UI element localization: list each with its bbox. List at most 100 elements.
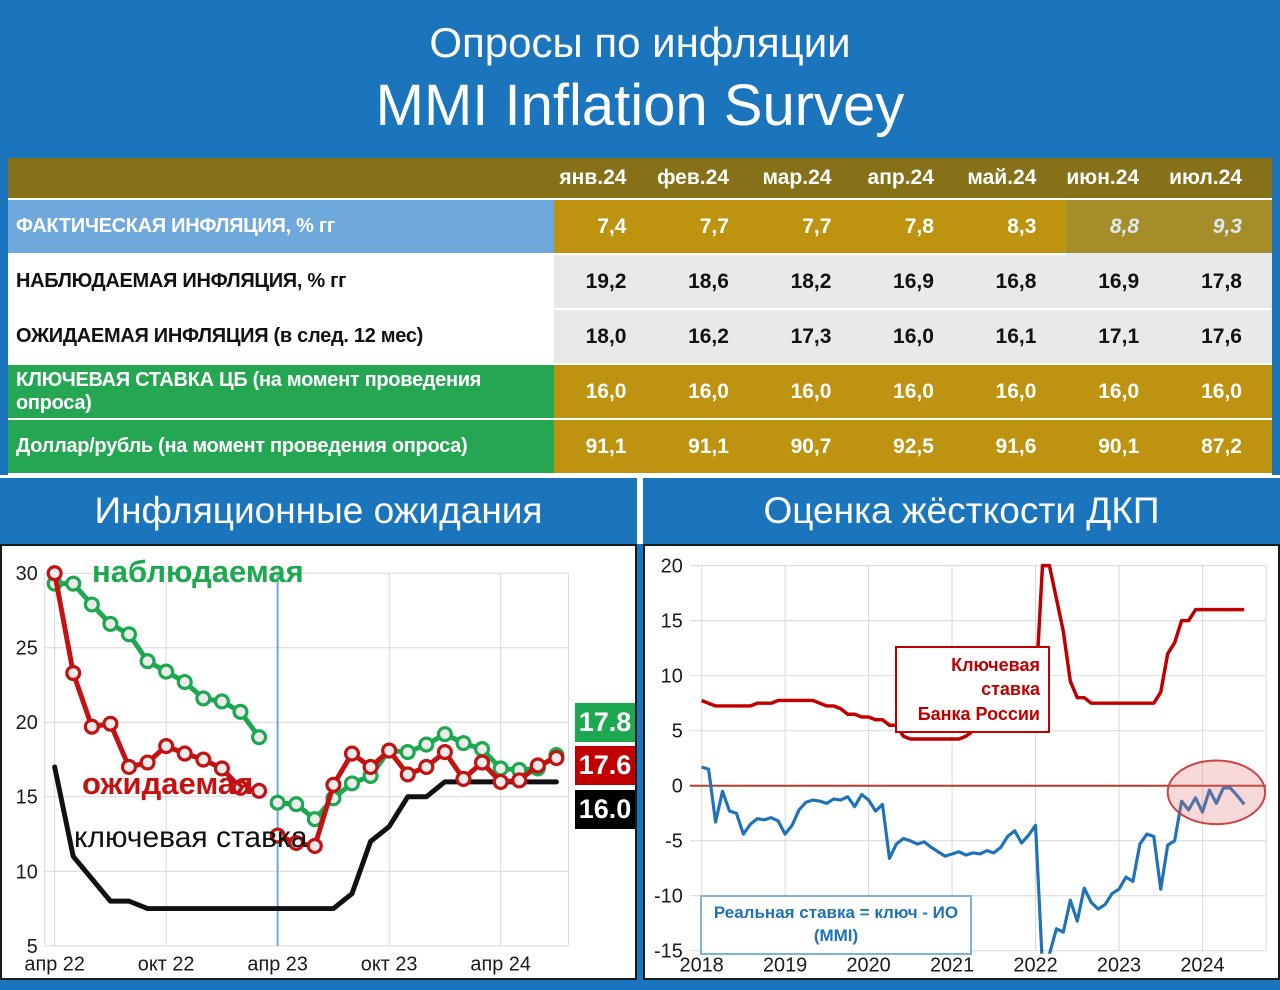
right-panel-title: Оценка жёсткости ДКП (643, 478, 1280, 544)
data-point-expected (529, 757, 546, 774)
svg-text:апр 22: апр 22 (24, 954, 84, 976)
value-cell: 17,8 (1169, 255, 1272, 310)
series-real_rate (701, 765, 1246, 954)
month-header-cell: апр.24 (861, 158, 964, 200)
svg-text:15: 15 (16, 787, 38, 809)
inflation-survey-table: янв.24 фев.24 мар.24 апр.24 май.24 июн.24 июл.… (8, 158, 1272, 475)
data-point-expected (306, 837, 323, 855)
svg-text:-5: -5 (665, 831, 683, 853)
data-point-expected (325, 776, 342, 793)
month-header-cell: май.24 (963, 158, 1067, 200)
data-point-expected (120, 758, 138, 776)
svg-text:2019: 2019 (763, 955, 807, 977)
svg-text:2022: 2022 (1013, 955, 1057, 977)
data-point-expected (381, 742, 398, 759)
data-point-expected (232, 779, 249, 796)
charts: 5 10 15 20 25 30 апр 22 окт 22 апр 23 окт 23 апр 2… (0, 544, 1280, 980)
data-point-observed (251, 729, 268, 746)
panel-titles: Инфляционные ожидания Оценка жёсткости Д… (0, 478, 1280, 544)
value-cell: 16,0 (861, 310, 964, 365)
data-point-expected (474, 754, 491, 771)
series-expected (275, 748, 559, 849)
svg-text:10: 10 (16, 861, 38, 883)
value-cell: 7,7 (656, 200, 759, 255)
svg-text:2020: 2020 (846, 955, 890, 977)
value-cell: 17,1 (1066, 310, 1170, 365)
header: Опросы по инфляции MMI Inflation Survey (0, 0, 1280, 158)
data-point-expected (269, 827, 286, 844)
svg-text:25: 25 (16, 638, 38, 660)
data-point-observed (83, 596, 100, 613)
data-point-expected (511, 772, 528, 789)
cbr_key_rate_label: Ключевая ставка Банка России (895, 646, 1050, 733)
inflation-expectations-chart: 5 10 15 20 25 30 апр 22 окт 22 апр 23 окт 23 апр 2… (0, 544, 637, 980)
data-point-expected (158, 738, 175, 755)
svg-text:20: 20 (661, 556, 683, 578)
data-point-observed (288, 796, 305, 813)
left-panel-title: Инфляционные ожидания (0, 478, 637, 544)
data-point-observed (120, 626, 138, 643)
data-point-observed (492, 760, 509, 777)
data-point-observed (455, 735, 472, 752)
bottom-border (0, 980, 1280, 990)
data-point-expected (46, 565, 63, 582)
data-point-expected (436, 744, 453, 761)
svg-text:окт 22: окт 22 (138, 954, 195, 976)
value-cell: 16,0 (656, 365, 759, 420)
value-cell: 16,0 (758, 365, 862, 420)
value-cell: 18,0 (554, 310, 657, 365)
svg-text:5: 5 (27, 936, 38, 958)
value-cell: 16,0 (554, 365, 657, 420)
value-cell: 16,9 (861, 255, 964, 310)
value-cell: 91,1 (656, 420, 759, 475)
page-title-en: MMI Inflation Survey (375, 73, 905, 139)
latest-value-key_rate: 16.0 (575, 790, 635, 829)
svg-text:10: 10 (661, 666, 683, 688)
value-cell: 16,0 (1169, 365, 1272, 420)
series-label-expected: ожидаемая (82, 766, 254, 801)
page-title-ru: Опросы по инфляции (429, 19, 851, 66)
row-label-cell: ФАКТИЧЕСКАЯ ИНФЛЯЦИЯ, % гг (8, 200, 554, 255)
inflation-expectations-svg: 5 10 15 20 25 30 апр 22 окт 22 апр 23 окт 23 апр 2… (16, 563, 569, 976)
data-point-expected (213, 760, 230, 777)
svg-text:2021: 2021 (930, 955, 974, 977)
svg-text:-15: -15 (654, 941, 683, 963)
data-point-expected (548, 749, 565, 767)
value-cell: 9,3 (1169, 200, 1272, 255)
value-cell: 16,8 (963, 255, 1067, 310)
series-label-observed: наблюдаемая (92, 554, 304, 589)
svg-text:2023: 2023 (1097, 955, 1141, 977)
data-point-observed (474, 741, 491, 758)
svg-text:2024: 2024 (1180, 955, 1224, 977)
data-point-observed (158, 663, 175, 680)
value-cell: 17,3 (758, 310, 862, 365)
data-point-observed (232, 703, 249, 720)
value-cell: 19,2 (554, 255, 657, 310)
data-point-observed (139, 653, 156, 670)
latest-value-observed: 17.8 (575, 703, 635, 742)
row-label-cell: Доллар/рубль (на момент проведения опрос… (8, 420, 554, 475)
value-cell: 16,2 (656, 310, 759, 365)
value-cell: 91,1 (554, 420, 657, 475)
data-point-observed (102, 615, 119, 632)
row-label-cell: ОЖИДАЕМАЯ ИНФЛЯЦИЯ (в след. 12 мес) (8, 310, 554, 365)
data-point-expected (139, 754, 156, 771)
value-cell: 18,6 (656, 255, 759, 310)
series-label-key_rate: ключевая ставка (74, 821, 308, 854)
value-cell: 7,8 (861, 200, 964, 255)
table-corner-cell (8, 158, 554, 200)
value-cell: 16,1 (963, 310, 1067, 365)
svg-text:окт 23: окт 23 (361, 954, 418, 976)
highlight-ellipse (1166, 759, 1267, 826)
data-point-observed (176, 673, 193, 691)
row-label-cell: НАБЛЮДАЕМАЯ ИНФЛЯЦИЯ, % гг (8, 255, 554, 310)
row-label-cell: КЛЮЧЕВАЯ СТАВКА ЦБ (на момент проведения… (8, 365, 554, 420)
data-point-expected (83, 718, 100, 735)
value-cell: 18,2 (758, 255, 862, 310)
value-cell: 17,6 (1169, 310, 1272, 365)
month-header-cell: июл.24 (1169, 158, 1272, 200)
month-header-cell: июн.24 (1066, 158, 1170, 200)
data-point-expected (251, 782, 268, 799)
horizontal-divider (0, 475, 1280, 478)
